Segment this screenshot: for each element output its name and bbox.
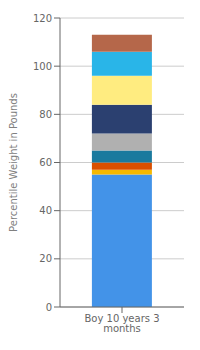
svg-text:60: 60 bbox=[39, 157, 52, 168]
svg-text:40: 40 bbox=[39, 205, 52, 216]
svg-text:20: 20 bbox=[39, 253, 52, 264]
svg-text:120: 120 bbox=[33, 13, 52, 24]
svg-text:100: 100 bbox=[33, 61, 52, 72]
svg-text:80: 80 bbox=[39, 109, 52, 120]
svg-text:Boy 10 years 3months: Boy 10 years 3months bbox=[84, 313, 159, 334]
svg-text:Percentile Weight in Pounds: Percentile Weight in Pounds bbox=[8, 93, 19, 232]
svg-text:0: 0 bbox=[46, 302, 52, 313]
